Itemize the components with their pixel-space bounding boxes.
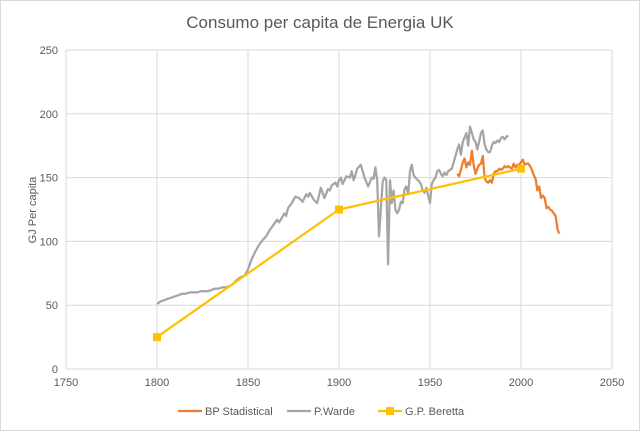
x-tick-label: 1750	[54, 377, 78, 389]
data-point-g-p-beretta	[335, 205, 343, 214]
legend-item-p-warde: P.Warde	[287, 406, 355, 418]
legend-item-g-p-beretta: G.P. Beretta	[378, 406, 465, 418]
y-tick-label: 50	[46, 300, 58, 312]
y-axis-label: GJ Per capita	[27, 176, 39, 244]
x-tick-label: 1850	[236, 377, 260, 389]
y-tick-label: 250	[40, 45, 58, 57]
legend-label: BP Stadistical	[205, 406, 273, 418]
x-axis-ticks: 1750 1800 1850 1900 1950 2000 2050	[54, 377, 624, 389]
y-tick-label: 200	[40, 109, 58, 121]
x-tick-label: 1800	[145, 377, 169, 389]
series-group	[153, 125, 561, 342]
y-axis-ticks: 0 50 100 150 200 250	[40, 45, 58, 376]
x-tick-label: 2050	[600, 377, 624, 389]
data-point-g-p-beretta	[153, 333, 161, 342]
data-point-g-p-beretta	[517, 164, 525, 173]
x-tick-label: 2000	[509, 377, 533, 389]
legend-item-bp-stadistical: BP Stadistical	[178, 406, 273, 418]
legend: BP Stadistical P.Warde G.P. Beretta	[178, 406, 465, 418]
y-tick-label: 150	[40, 173, 58, 185]
y-tick-label: 100	[40, 236, 58, 248]
x-tick-label: 1950	[418, 377, 442, 389]
x-tick-label: 1900	[327, 377, 351, 389]
chart-title: Consumo per capita de Energia UK	[186, 13, 454, 32]
series-line-bp-stadistical	[456, 149, 561, 235]
legend-label: G.P. Beretta	[405, 406, 465, 418]
legend-label: P.Warde	[314, 406, 355, 418]
legend-marker	[386, 407, 394, 415]
y-tick-label: 0	[52, 364, 58, 376]
